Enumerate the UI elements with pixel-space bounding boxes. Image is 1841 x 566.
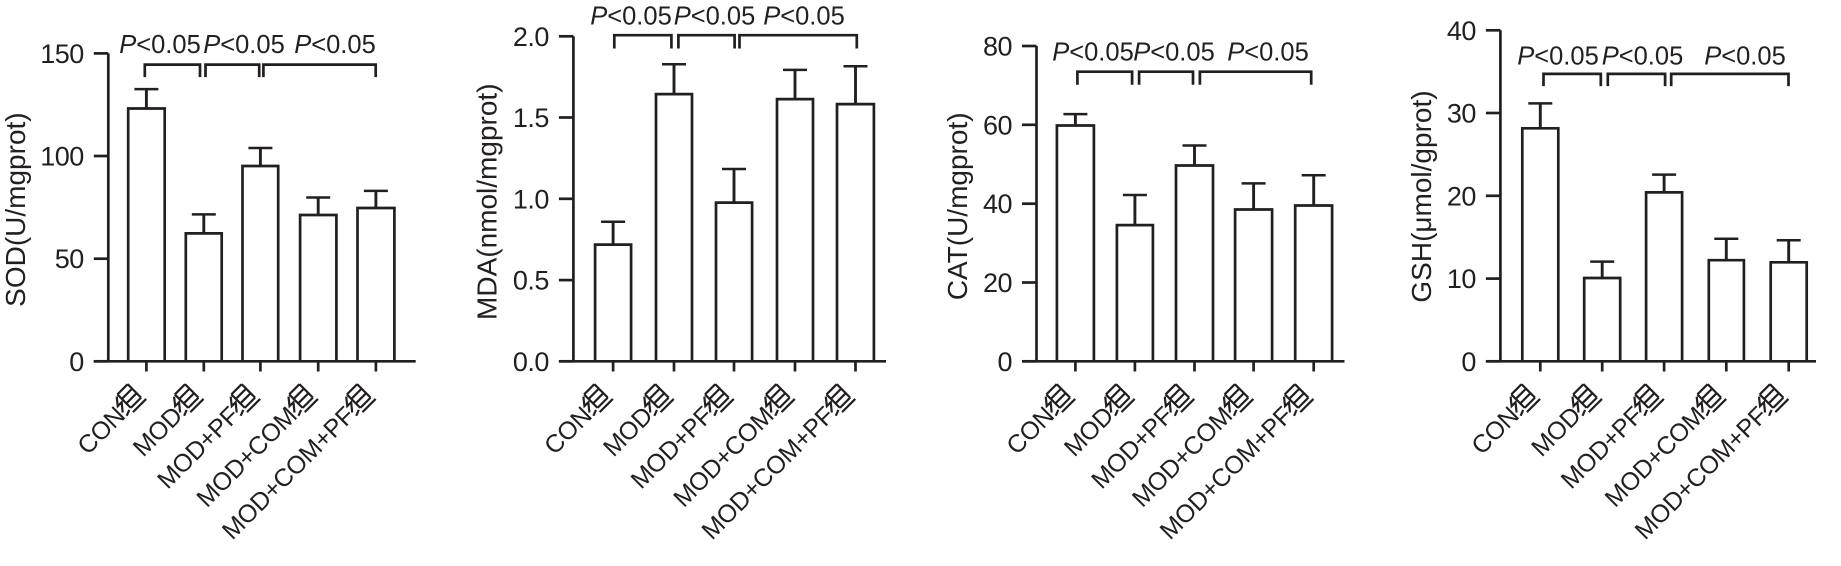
svg-text:100: 100 [40, 142, 84, 172]
svg-text:P<0.05: P<0.05 [1227, 38, 1309, 66]
svg-text:0.0: 0.0 [513, 347, 549, 377]
svg-text:P<0.05: P<0.05 [1133, 38, 1215, 66]
svg-text:40: 40 [983, 189, 1012, 219]
svg-text:P<0.05: P<0.05 [294, 31, 376, 59]
svg-text:GSH(μmol/gprot): GSH(μmol/gprot) [1406, 90, 1437, 302]
svg-text:P<0.05: P<0.05 [203, 31, 285, 59]
svg-text:P<0.05: P<0.05 [1052, 38, 1134, 66]
svg-text:MDA(nmol/mgprot): MDA(nmol/mgprot) [471, 83, 502, 319]
svg-text:P<0.05: P<0.05 [674, 2, 756, 30]
svg-text:1.0: 1.0 [513, 184, 549, 214]
svg-text:10: 10 [1447, 264, 1476, 294]
svg-text:30: 30 [1447, 99, 1476, 129]
svg-text:1.5: 1.5 [513, 103, 549, 133]
svg-text:P<0.05: P<0.05 [763, 2, 845, 30]
svg-text:0: 0 [69, 347, 84, 377]
svg-text:0: 0 [997, 347, 1012, 377]
svg-text:CAT(U/mgprot): CAT(U/mgprot) [942, 112, 973, 300]
svg-text:SOD(U/mgprot): SOD(U/mgprot) [0, 112, 31, 306]
svg-text:150: 150 [40, 39, 84, 69]
svg-text:2.0: 2.0 [513, 22, 549, 52]
svg-text:50: 50 [55, 244, 84, 274]
svg-text:60: 60 [983, 110, 1012, 140]
svg-text:P<0.05: P<0.05 [590, 2, 672, 30]
svg-text:0.5: 0.5 [513, 266, 549, 296]
svg-text:P<0.05: P<0.05 [1517, 42, 1599, 70]
svg-text:P<0.05: P<0.05 [1704, 42, 1786, 70]
svg-text:P<0.05: P<0.05 [119, 31, 201, 59]
svg-text:80: 80 [983, 32, 1012, 62]
svg-text:40: 40 [1447, 16, 1476, 46]
svg-text:0: 0 [1461, 347, 1476, 377]
svg-text:20: 20 [983, 268, 1012, 298]
svg-text:20: 20 [1447, 181, 1476, 211]
svg-text:P<0.05: P<0.05 [1602, 42, 1684, 70]
